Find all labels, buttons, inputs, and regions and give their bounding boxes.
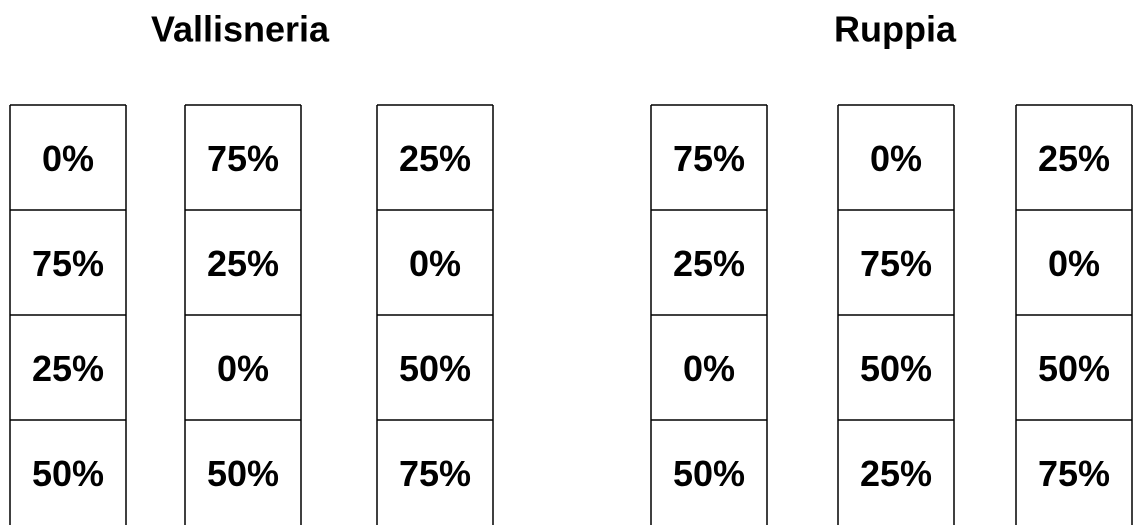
cell-label: 50% <box>207 453 279 494</box>
cell-label: 75% <box>399 453 471 494</box>
cell-label: 0% <box>870 138 922 179</box>
cell-label: 25% <box>1038 138 1110 179</box>
cell-label: 75% <box>32 243 104 284</box>
cell-label: 25% <box>207 243 279 284</box>
cell-label: 25% <box>673 243 745 284</box>
cell-label: 0% <box>217 348 269 389</box>
cell-label: 75% <box>1038 453 1110 494</box>
cell-label: 50% <box>860 348 932 389</box>
cell-label: 50% <box>673 453 745 494</box>
cell-label: 75% <box>207 138 279 179</box>
cell-label: 0% <box>42 138 94 179</box>
cell-label: 50% <box>1038 348 1110 389</box>
cell-label: 25% <box>860 453 932 494</box>
cell-label: 0% <box>683 348 735 389</box>
cell-label: 25% <box>399 138 471 179</box>
group-title: Ruppia <box>834 9 957 50</box>
cell-label: 75% <box>673 138 745 179</box>
cell-label: 0% <box>1048 243 1100 284</box>
cell-label: 50% <box>399 348 471 389</box>
group-title: Vallisneria <box>151 9 330 50</box>
cell-label: 0% <box>409 243 461 284</box>
cell-label: 75% <box>860 243 932 284</box>
cell-label: 50% <box>32 453 104 494</box>
cell-label: 25% <box>32 348 104 389</box>
